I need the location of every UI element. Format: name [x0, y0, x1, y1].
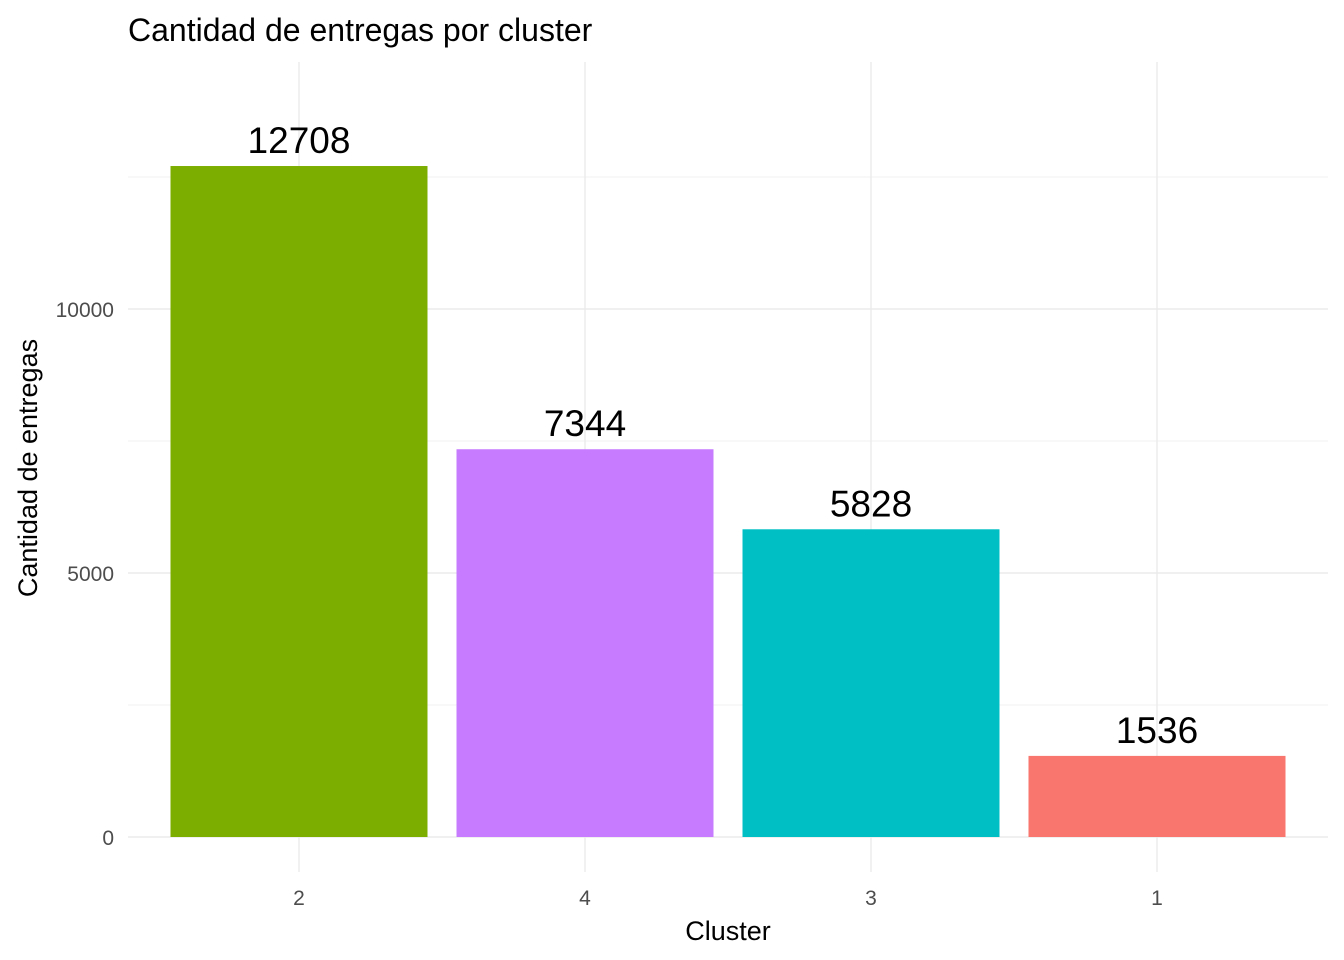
y-tick-label-2: 10000	[56, 299, 114, 322]
data-labels: 12708 7344 5828 1536	[248, 120, 1199, 751]
x-tick-label-1: 1	[1151, 887, 1163, 910]
bar-cluster-3	[742, 529, 1000, 837]
x-axis-title: Cluster	[685, 916, 771, 946]
data-label-cluster-1: 1536	[1116, 710, 1198, 751]
y-axis-title: Cantidad de entregas	[13, 339, 43, 597]
x-tick-label-4: 4	[579, 887, 591, 910]
y-tick-label-0: 0	[102, 827, 114, 850]
data-label-cluster-3: 5828	[830, 483, 912, 524]
x-tick-label-3: 3	[865, 887, 877, 910]
data-label-cluster-2: 12708	[248, 120, 351, 161]
y-tick-label-1: 5000	[67, 563, 114, 586]
x-tick-label-2: 2	[293, 887, 305, 910]
bar-cluster-1	[1028, 755, 1286, 837]
bar-cluster-2	[170, 166, 428, 838]
x-axis-ticks: 2 4 3 1	[293, 887, 1163, 910]
bar-cluster-4	[456, 449, 714, 837]
bars	[170, 166, 1286, 838]
chart-title: Cantidad de entregas por cluster	[128, 12, 593, 48]
data-label-cluster-4: 7344	[544, 403, 626, 444]
y-axis-ticks: 0 5000 10000	[56, 299, 114, 850]
